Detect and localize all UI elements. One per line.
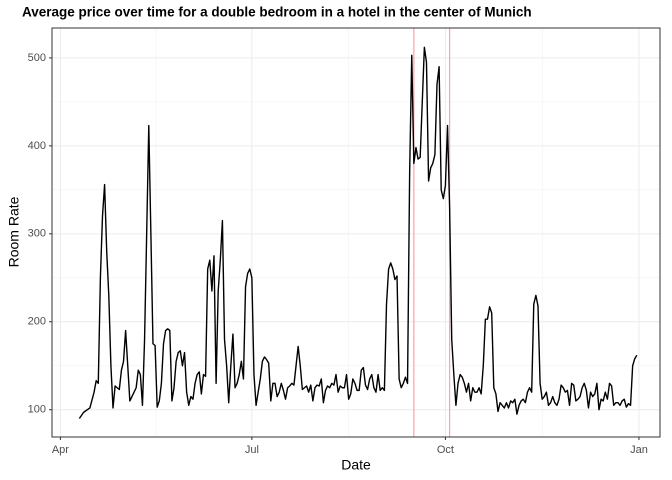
chart-title: Average price over time for a double bed… (22, 5, 532, 20)
x-tick-label: Apr (52, 444, 69, 456)
x-tick-label: Oct (437, 444, 454, 456)
x-axis-title: Date (341, 457, 371, 473)
x-tick-label: Jul (245, 444, 259, 456)
line-series (78, 46, 638, 419)
y-tick-label: 100 (28, 404, 46, 416)
y-tick-label: 300 (28, 228, 46, 240)
y-tick-label: 400 (28, 140, 46, 152)
y-axis-title: Room Rate (6, 196, 22, 267)
x-tick-label: Jan (630, 444, 648, 456)
y-tick-label: 500 (28, 52, 46, 64)
panel-border (51, 27, 661, 438)
y-tick-label: 200 (28, 316, 46, 328)
